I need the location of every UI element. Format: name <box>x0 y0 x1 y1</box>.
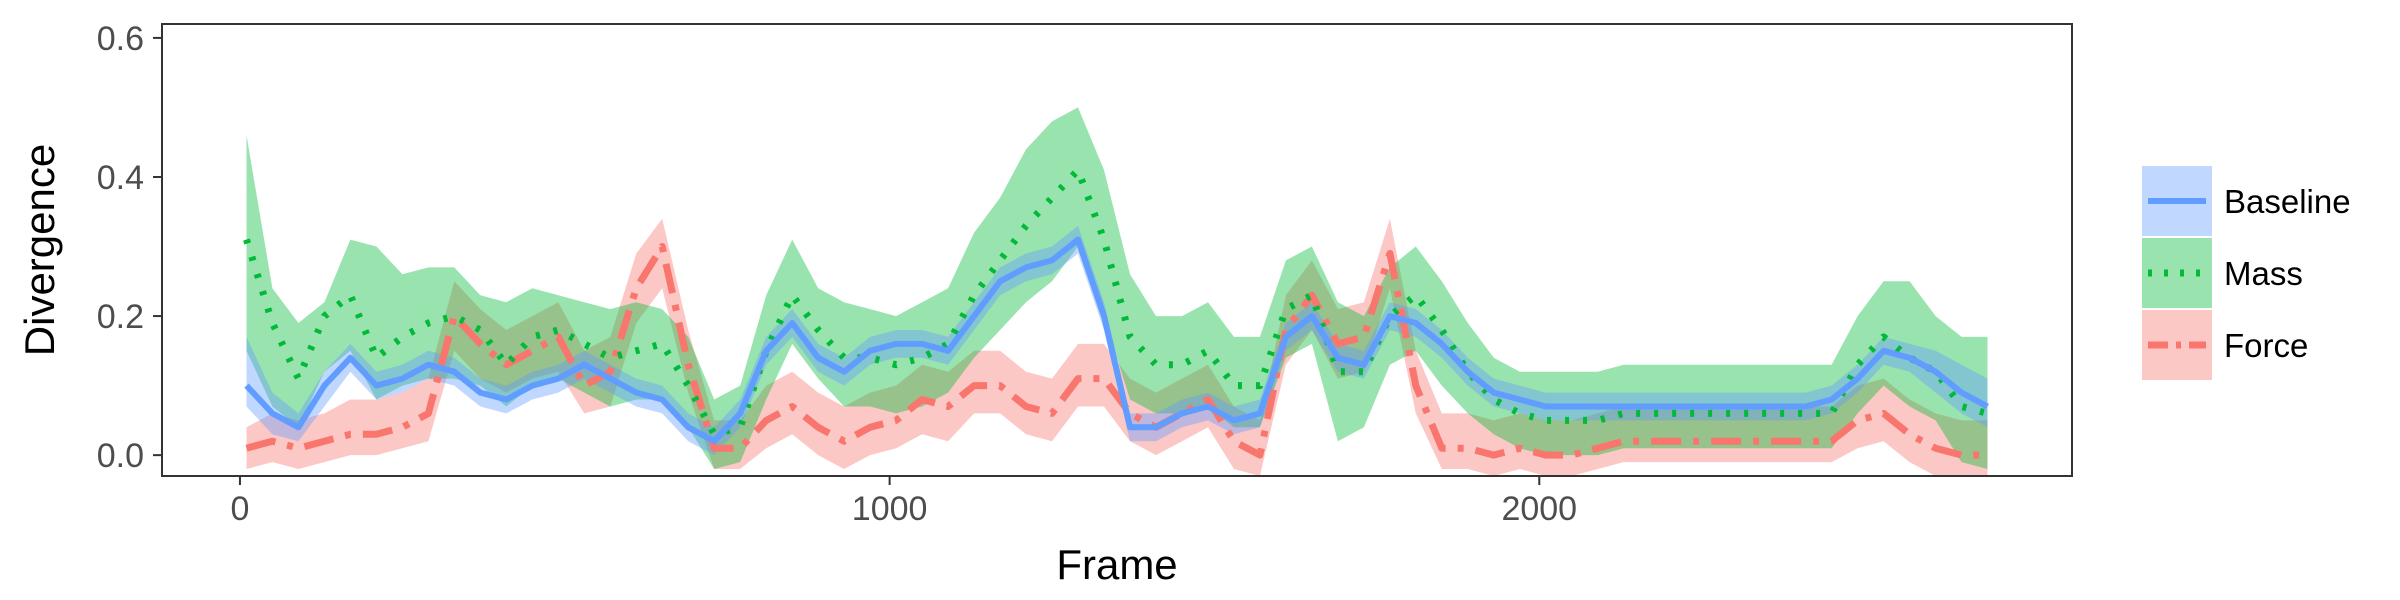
y-tick-label: 0.2 <box>97 298 144 336</box>
line-force <box>245 243 1988 459</box>
x-axis-title: Frame <box>1056 541 1177 588</box>
x-tick-label: 2000 <box>1501 490 1577 528</box>
band-force <box>246 218 1988 476</box>
line-baseline <box>244 236 1989 445</box>
band-mass <box>246 107 1988 470</box>
legend-item-mass: Mass <box>2142 238 2303 308</box>
y-tick-label: 0.0 <box>97 437 144 475</box>
x-tick-label: 0 <box>230 490 249 528</box>
x-axis: 0 1000 2000 <box>230 476 1577 528</box>
line-mass <box>243 166 1989 438</box>
legend-label: Baseline <box>2224 183 2351 220</box>
y-tick-label: 0.6 <box>97 20 144 58</box>
y-tick-label: 0.4 <box>97 159 144 197</box>
confidence-bands <box>246 107 1988 476</box>
plot-panel-border <box>161 23 2073 477</box>
legend-item-force: Force <box>2142 310 2308 380</box>
legend-label: Force <box>2224 327 2308 364</box>
legend: Baseline Mass Force <box>2142 166 2351 380</box>
band-baseline <box>246 225 1988 456</box>
y-axis: 0.0 0.2 0.4 0.6 <box>97 20 162 475</box>
y-axis-title: Divergence <box>16 144 63 356</box>
legend-label: Mass <box>2224 255 2303 292</box>
x-tick-label: 1000 <box>852 490 928 528</box>
series-lines <box>243 166 1989 459</box>
legend-key-band <box>2142 238 2212 308</box>
legend-item-baseline: Baseline <box>2142 166 2351 236</box>
